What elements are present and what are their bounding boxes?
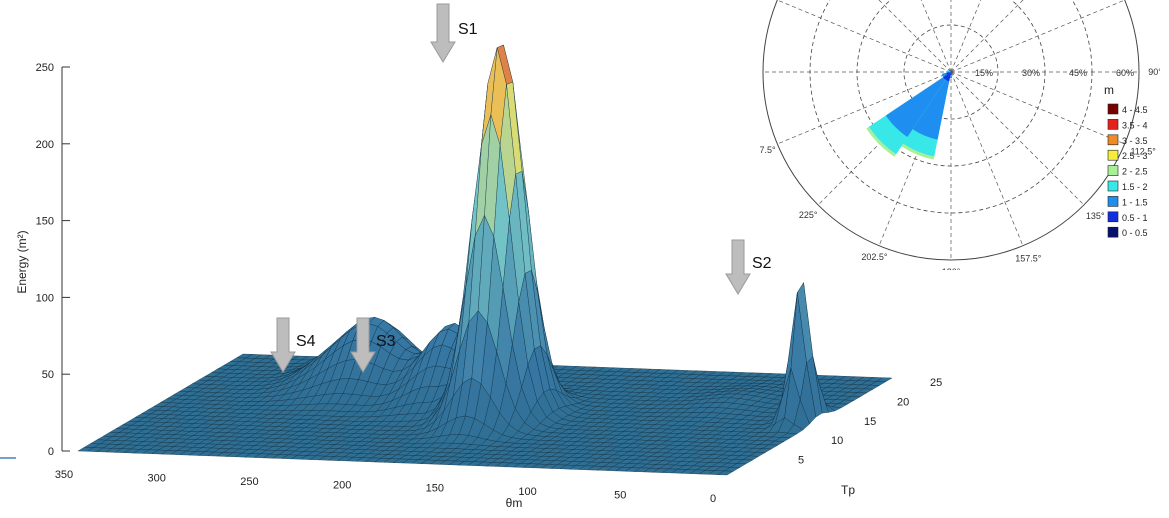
rose-direction-label: 247.5° [749, 145, 776, 155]
rose-spoke [777, 71, 952, 145]
rose-petal [945, 72, 951, 82]
legend-label: 2.5 - 3 [1122, 151, 1148, 161]
tp-tick-label: 20 [897, 396, 909, 408]
rose-radial-label: 15% [975, 68, 993, 78]
legend-label: 1 - 1.5 [1122, 197, 1148, 207]
legend-label: 0.5 - 1 [1122, 213, 1148, 223]
energy-tick-label: 250 [36, 62, 54, 74]
tp-tick-label: 5 [798, 455, 804, 467]
surface-facet [717, 470, 734, 476]
legend-swatch [1107, 196, 1119, 207]
energy-tick-label: 200 [36, 139, 54, 151]
tp-tick-label: 25 [930, 377, 942, 389]
theta-axis-label: θm [506, 496, 523, 510]
tp-tick-label: 15 [864, 416, 876, 428]
rose-spoke [950, 71, 1024, 246]
peak-annotations: S1 S2 S3 S4 [270, 3, 772, 373]
peak-label: S1 [458, 21, 478, 38]
peak-label: S4 [296, 333, 316, 350]
legend-swatch [1107, 103, 1119, 115]
peak-arrow [725, 239, 751, 295]
rose-petal [885, 72, 951, 138]
rose-direction-label: 135° [1086, 211, 1105, 221]
rose-spoke [950, 0, 1024, 73]
legend-swatch [1107, 134, 1119, 146]
rose-petal [946, 71, 951, 73]
rose-spoke [777, 0, 952, 73]
legend-swatch [1107, 180, 1119, 192]
peak-arrow [430, 3, 456, 63]
rose-ring [762, 0, 1140, 261]
wind-rose: 292.5°67.5°270°90°247.5°112.5°225°135°20… [740, 0, 1162, 277]
rose-spoke [950, 71, 1125, 145]
legend-label: 1.5 - 2 [1122, 182, 1148, 192]
theta-tick-label: 200 [333, 479, 351, 491]
legend-swatch [1107, 165, 1119, 176]
tp-tick-label: 10 [831, 435, 843, 447]
rose-direction-label: 225° [799, 210, 818, 220]
theta-tick-label: 50 [614, 490, 626, 502]
peak-arrow [270, 317, 296, 373]
energy-axis-label: Energy (m²) [15, 230, 29, 293]
rose-direction-label: 202.5° [861, 252, 888, 262]
rose-petal [912, 72, 951, 140]
rose-spoke [950, 71, 1085, 206]
rose-radial-label: 30% [1022, 68, 1040, 78]
legend-label: 3 - 3.5 [1122, 136, 1148, 146]
rose-radial-label: 60% [1116, 68, 1134, 78]
theta-tick-label: 300 [148, 472, 166, 484]
rose-ring [903, 24, 999, 120]
legend-swatch [1107, 211, 1119, 223]
energy-tick-label: 0 [48, 446, 54, 458]
theta-tick-label: 250 [240, 476, 258, 488]
rose-direction-label: 180° [942, 267, 961, 277]
peak-label: S3 [376, 333, 396, 350]
theta-tick-label: 150 [426, 483, 444, 495]
legend-label: 4 - 4.5 [1122, 105, 1148, 115]
rose-spoke [920, 0, 952, 73]
rose-petal [946, 72, 951, 75]
rose-direction-label: 270° [740, 67, 759, 77]
legend-label: 3.5 - 4 [1122, 120, 1148, 130]
peak-label: S2 [752, 255, 772, 272]
rose-direction-label: 90° [1148, 67, 1162, 77]
rose-spoke [950, 0, 1125, 73]
legend-label: 0 - 0.5 [1122, 228, 1148, 238]
rose-petal [947, 69, 951, 72]
rose-petal [943, 72, 951, 80]
rose-direction-label: 112.5° [1130, 147, 1156, 157]
legend-swatch [1107, 226, 1119, 238]
rose-spoke [950, 0, 982, 73]
theta-tick-label: 0 [710, 493, 716, 505]
rose-ring [809, 0, 1093, 214]
axis-ticks: 0 50 100 150 200 250 350 300 250 200 150 100 50 0 5 10 1… [0, 62, 942, 505]
legend-swatch [1107, 119, 1119, 130]
rose-radial-label: 45% [1069, 68, 1087, 78]
surface-plot [77, 44, 893, 476]
rose-direction-label: 157.5° [1015, 254, 1042, 264]
rose-petal [950, 72, 952, 76]
theta-tick-label: 350 [55, 469, 73, 481]
tp-axis-label: Tp [841, 483, 855, 497]
rose-legend-title: m [1104, 83, 1114, 97]
peak-arrow [350, 317, 376, 373]
rose-spoke [878, 0, 952, 73]
rose-legend: m 4 - 4.5 3.5 - 4 3 - 3.5 2.5 - 3 2 - 2.5 1.5 … [1104, 83, 1148, 238]
legend-label: 2 - 2.5 [1122, 167, 1148, 177]
energy-tick-label: 100 [36, 292, 54, 304]
energy-tick-label: 50 [42, 369, 54, 381]
energy-tick-label: 150 [36, 216, 54, 228]
theta-tick-label: 100 [518, 486, 536, 498]
legend-swatch [1107, 149, 1119, 161]
